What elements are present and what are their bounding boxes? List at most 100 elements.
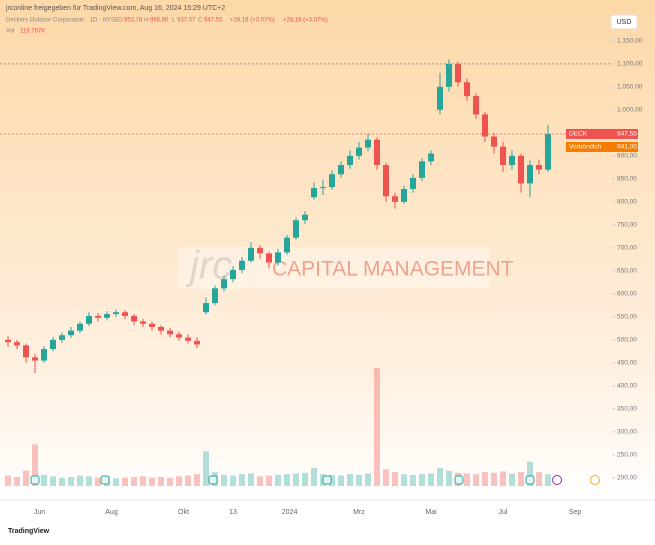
event-markers [30,475,600,485]
candle-body [149,323,155,327]
candle-body [356,147,362,156]
candle-body [338,165,344,175]
volume-bar [50,476,56,486]
background [0,0,655,500]
currency-button[interactable] [610,14,638,30]
candle-body [59,335,65,340]
candle-body [437,86,443,110]
volume-bar [239,474,245,486]
y-tick-label: 550,00 [617,314,637,321]
volume-bar [347,474,353,486]
volume-bar [32,444,38,486]
x-tick-label: Sep [569,509,582,516]
y-tick-label: 1.050,00 [617,84,643,91]
c: 947,55 [204,18,223,24]
candle-body [455,63,461,83]
price-label-name: DECK [569,131,588,138]
volume-bar [446,470,452,486]
volume-bar [500,471,506,486]
volume-bar [77,475,83,486]
y-tick-label: 450,00 [617,360,637,367]
candle-body [311,188,317,198]
volume-bar [365,473,371,486]
o: 953,78 [124,18,143,24]
volume-bar [167,477,173,486]
candle-body [41,349,47,361]
volume-bar [437,467,443,486]
candle-body [122,312,128,316]
candle-body [248,247,254,261]
candle-body [536,165,542,170]
x-tick-label: Mai [425,509,437,516]
candle-body [212,288,218,304]
volume-bar [383,469,389,486]
volume-bar [257,476,263,486]
candle-body [482,114,488,137]
volume-bar [140,476,146,486]
vol-label: Vol [6,29,14,35]
candle-body [104,314,110,318]
volume-bar [392,472,398,486]
candle-body [374,139,380,166]
candle-body [14,342,20,346]
o-label: O [118,18,123,24]
volume-bar [122,477,128,486]
candle-body [239,260,245,270]
candle-body [284,237,290,253]
attribution: jrconline freigegeben für TradingView.co… [5,5,225,12]
candle-body [365,139,371,148]
volume-bar [158,476,164,486]
candle-body [401,188,407,202]
price-label-box [566,128,638,139]
y-tick-label: 500,00 [617,337,637,344]
symbol: Deckers Outdoor Corporation · 1D · NYSE [6,18,119,24]
candle-body [203,303,209,313]
y-tick-label: 700,00 [617,245,637,252]
volume-bar [401,474,407,486]
candle-body [428,153,434,162]
x-tick-label: Jul [499,509,508,516]
price-label-value: 941,00 [617,144,637,151]
x-tick-label: Mrz [353,509,365,516]
volume-bar [14,476,20,486]
candle-body [473,96,479,115]
candle-body [221,279,227,289]
x-tick-label: Okt [178,509,189,516]
price-label-box [566,141,638,152]
candle-body [23,345,29,358]
change: +28,18 (+3,07%) [230,18,275,24]
candle-body [167,330,173,335]
y-tick-label: 200,00 [617,475,637,482]
price-label-name: Vorbörslich [569,144,602,151]
volume-bar [536,472,542,486]
volume-bar [203,451,209,486]
volume-bar [41,474,47,486]
candle-body [50,339,56,350]
x-tick-label: 2024 [282,509,298,516]
volume-bar [545,474,551,486]
price-label-value: 947,55 [617,131,637,138]
y-tick-label: 250,00 [617,452,637,459]
volume-bar [113,478,119,486]
candle-body [464,82,470,97]
vol: 119,787K [20,29,45,35]
volume-bar [230,475,236,486]
candle-body [176,334,182,338]
y-tick-label: 300,00 [617,429,637,436]
volume-bar [473,474,479,486]
footer-brand: TradingView [8,528,50,535]
volume-bar [419,474,425,486]
candle-body [32,357,38,361]
y-tick-label: 750,00 [617,222,637,229]
volume-bar [464,473,470,486]
candle-body [302,214,308,221]
volume-bar [86,476,92,486]
volume-bar [194,474,200,486]
volume-bar [482,472,488,486]
currency[interactable]: USD [617,19,632,26]
h-label: H [144,18,148,24]
c-label: C [198,18,203,24]
candle-body [518,155,524,184]
candle-body [446,63,452,87]
x-tick-label: 13 [229,509,237,516]
